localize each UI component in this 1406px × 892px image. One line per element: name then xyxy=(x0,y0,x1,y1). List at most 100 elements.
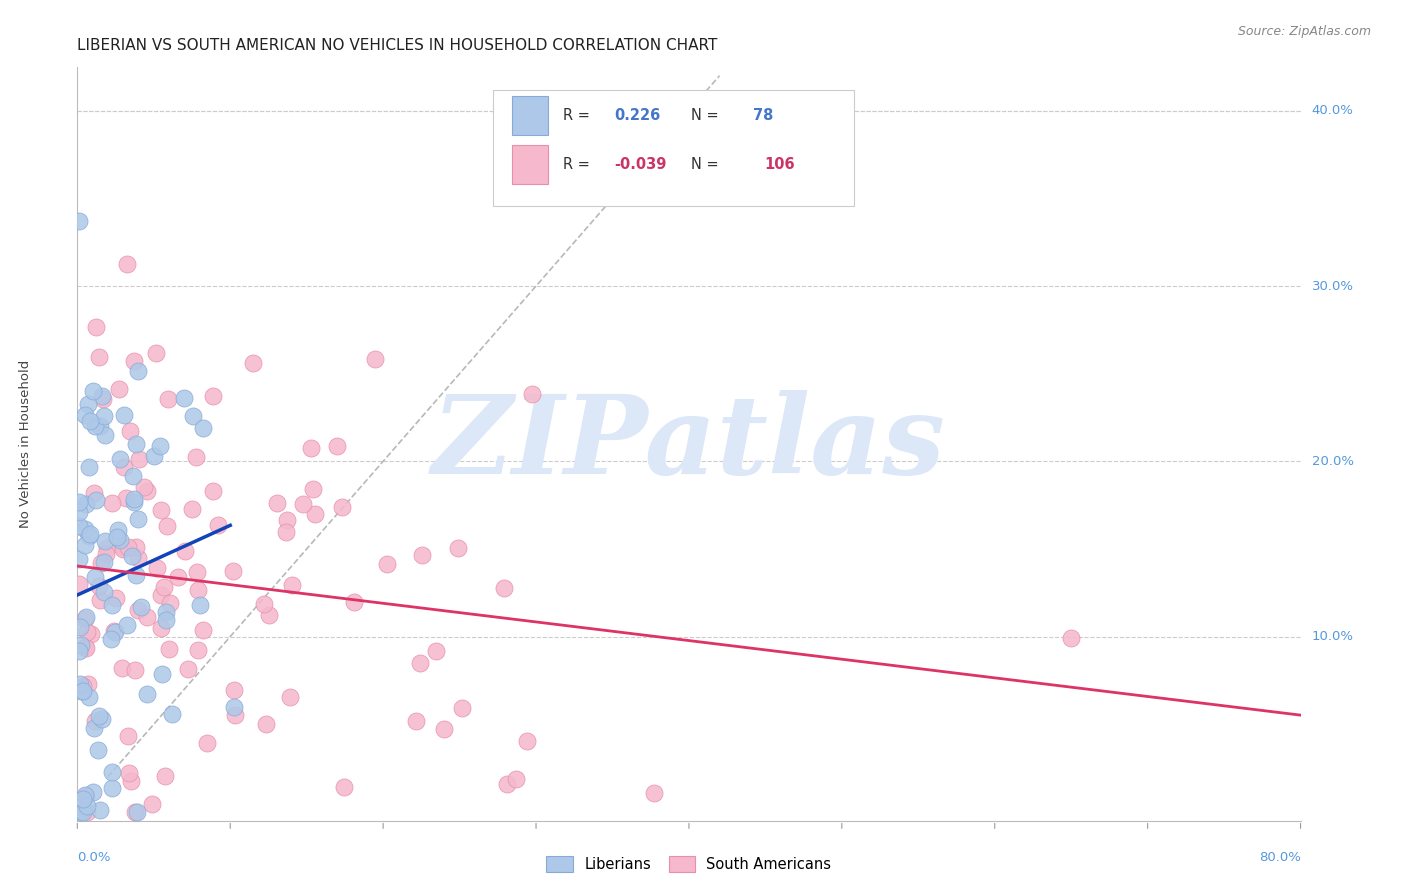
Point xyxy=(124,805,146,819)
Text: 10.0%: 10.0% xyxy=(1312,630,1354,643)
Point xyxy=(425,644,447,658)
Point xyxy=(93,584,115,599)
Point xyxy=(177,662,200,676)
Point xyxy=(72,679,94,693)
Point xyxy=(187,643,209,657)
Point xyxy=(447,541,470,555)
Legend: Liberians, South Americans: Liberians, South Americans xyxy=(540,850,838,878)
Point xyxy=(82,384,104,399)
Point xyxy=(117,729,139,743)
Point xyxy=(111,541,134,555)
Point xyxy=(107,523,129,537)
Point xyxy=(149,503,172,517)
Point xyxy=(280,578,302,592)
Point xyxy=(333,780,356,794)
Point xyxy=(112,541,135,556)
Point xyxy=(112,408,135,422)
Point xyxy=(111,661,134,675)
Point xyxy=(72,683,94,698)
Point xyxy=(343,595,366,609)
Point xyxy=(101,496,124,510)
Bar xyxy=(512,145,548,185)
Text: N =: N = xyxy=(692,108,724,122)
Point xyxy=(492,582,515,596)
Point xyxy=(89,419,111,434)
Point xyxy=(108,533,131,547)
Point xyxy=(156,392,179,406)
Point xyxy=(83,721,105,735)
Point xyxy=(73,408,96,422)
Point xyxy=(75,612,97,626)
Point xyxy=(76,625,98,640)
Text: No Vehicles in Household: No Vehicles in Household xyxy=(20,359,32,528)
Point xyxy=(141,797,163,811)
Point xyxy=(193,421,215,435)
Point xyxy=(75,538,97,552)
Point xyxy=(330,500,353,514)
Point xyxy=(433,722,456,736)
Point xyxy=(91,712,114,726)
Point xyxy=(120,424,142,438)
Point xyxy=(124,491,146,506)
Point xyxy=(136,687,159,701)
Point xyxy=(103,624,125,638)
Text: 0.226: 0.226 xyxy=(614,108,661,122)
Point xyxy=(256,716,278,731)
Point xyxy=(253,598,276,612)
Point xyxy=(224,699,246,714)
Point xyxy=(266,495,288,509)
Point xyxy=(276,513,298,527)
Point xyxy=(67,505,90,519)
Point xyxy=(117,540,139,554)
Point xyxy=(516,734,538,748)
Point xyxy=(86,493,108,508)
Text: R =: R = xyxy=(562,157,595,171)
Text: Source: ZipAtlas.com: Source: ZipAtlas.com xyxy=(1237,25,1371,38)
Text: ZIPatlas: ZIPatlas xyxy=(432,390,946,498)
Point xyxy=(84,419,107,434)
Point xyxy=(276,524,298,539)
Point xyxy=(108,452,131,467)
Point xyxy=(183,409,205,424)
Point xyxy=(405,714,427,729)
Point xyxy=(125,437,148,451)
Point xyxy=(193,623,215,637)
Point xyxy=(67,681,90,696)
Point xyxy=(75,610,97,624)
Point xyxy=(149,439,172,453)
Point xyxy=(108,382,131,396)
Point xyxy=(101,765,124,780)
Point xyxy=(67,577,90,591)
Point xyxy=(127,603,149,617)
Point xyxy=(94,547,117,561)
Point xyxy=(115,617,138,632)
Point xyxy=(122,354,145,368)
Point xyxy=(118,766,141,780)
Point xyxy=(75,640,97,654)
Point xyxy=(135,484,157,499)
Point xyxy=(104,591,127,606)
Point xyxy=(188,598,211,612)
Point xyxy=(77,529,100,543)
Point xyxy=(115,491,138,505)
Point xyxy=(121,549,143,563)
Text: R =: R = xyxy=(562,108,595,122)
Point xyxy=(121,468,143,483)
Point xyxy=(79,414,101,428)
Point xyxy=(174,544,197,558)
Point xyxy=(364,352,387,367)
Point xyxy=(83,486,105,500)
Point xyxy=(131,600,153,615)
Point xyxy=(91,389,114,403)
Point xyxy=(1060,631,1083,645)
Bar xyxy=(512,96,548,136)
Text: N =: N = xyxy=(692,157,724,171)
Point xyxy=(145,346,167,360)
Point xyxy=(224,707,246,722)
Point xyxy=(304,507,326,521)
Point xyxy=(153,769,176,783)
Point xyxy=(80,626,103,640)
Text: 80.0%: 80.0% xyxy=(1258,851,1301,864)
Text: 78: 78 xyxy=(752,108,773,122)
Point xyxy=(67,644,90,658)
